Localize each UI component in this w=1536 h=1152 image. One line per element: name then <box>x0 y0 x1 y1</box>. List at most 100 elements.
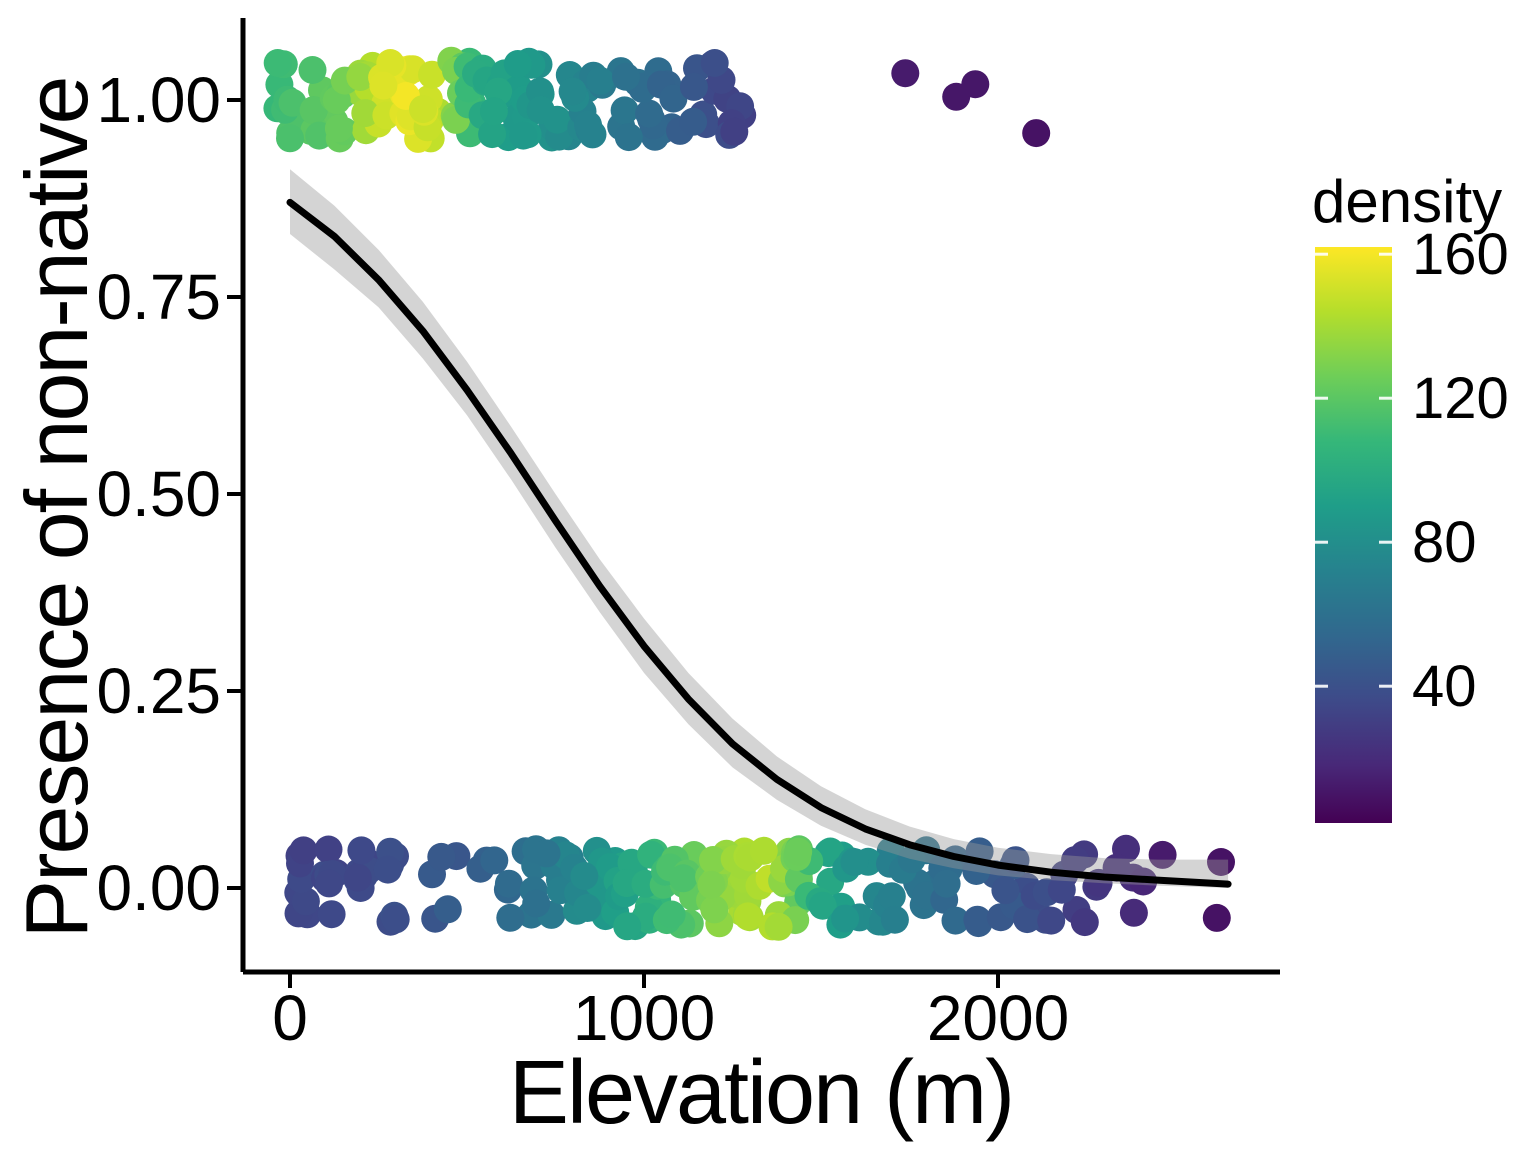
data-point <box>433 895 462 924</box>
data-point <box>263 49 292 77</box>
data-point <box>963 905 992 934</box>
data-point <box>276 124 304 153</box>
data-point <box>343 863 372 892</box>
data-point <box>932 869 961 898</box>
data-point-outlier <box>961 70 990 99</box>
data-point <box>298 56 327 84</box>
data-point <box>376 49 405 77</box>
legend-title: density <box>1312 168 1503 235</box>
data-point <box>278 88 307 117</box>
data-point <box>877 882 906 911</box>
data-point <box>324 114 353 143</box>
data-point <box>570 862 599 890</box>
data-point <box>558 77 587 106</box>
data-point <box>840 848 869 877</box>
data-point <box>409 95 437 124</box>
data-point <box>697 870 726 899</box>
y-tick-label: 0.25 <box>96 655 221 727</box>
data-point <box>351 99 380 128</box>
data-point <box>784 837 813 866</box>
legend-tick-label: 160 <box>1412 222 1509 287</box>
data-point <box>574 110 602 139</box>
data-point <box>381 905 410 934</box>
data-point <box>733 902 762 931</box>
data-point <box>1047 875 1076 904</box>
data-point <box>1119 898 1148 927</box>
data-point <box>373 855 402 884</box>
data-point-outlier <box>1148 840 1177 869</box>
confidence-ribbon <box>290 169 1229 889</box>
data-point <box>1037 906 1066 935</box>
y-tick-label: 0.00 <box>96 852 221 924</box>
data-point <box>700 895 729 924</box>
data-point <box>991 876 1020 905</box>
data-point <box>586 66 615 95</box>
data-point <box>679 107 708 136</box>
data-point <box>614 123 643 152</box>
x-tick-label: 0 <box>272 982 308 1054</box>
data-point <box>657 900 686 929</box>
data-point <box>897 845 926 874</box>
data-point <box>573 894 602 922</box>
data-point-outlier <box>1022 119 1051 148</box>
data-point <box>289 836 318 865</box>
data-point <box>496 903 525 932</box>
data-point <box>749 836 778 865</box>
legend-gradient-bar <box>1315 247 1392 823</box>
data-point <box>346 63 375 91</box>
legend-tick-label: 80 <box>1412 510 1477 575</box>
data-point <box>1070 908 1099 937</box>
data-point <box>764 912 793 941</box>
data-point <box>808 891 837 920</box>
data-point <box>720 117 749 146</box>
data-point <box>347 836 376 865</box>
data-point <box>509 121 538 150</box>
data-point <box>613 912 642 941</box>
axes-layer: 0 1000 2000 1.00 0.75 0.50 0.25 0.00 <box>96 18 1280 1054</box>
data-point <box>314 835 343 864</box>
y-tick-label: 1.00 <box>96 64 221 136</box>
data-point-outlier <box>1207 848 1235 876</box>
data-point <box>635 99 664 128</box>
data-point <box>941 906 970 935</box>
data-point <box>831 904 860 933</box>
data-point <box>669 864 698 893</box>
data-point <box>1061 846 1090 875</box>
x-tick-label: 1000 <box>573 982 715 1054</box>
data-point <box>291 887 320 916</box>
data-point <box>612 62 640 91</box>
data-point <box>478 120 507 149</box>
y-tick-label: 0.50 <box>96 458 221 530</box>
data-point <box>880 905 909 934</box>
y-axis-title: Presence of non-native <box>7 77 106 939</box>
x-axis-title: Elevation (m) <box>508 1043 1015 1143</box>
data-point <box>479 97 508 126</box>
data-point <box>427 842 456 871</box>
data-point <box>369 71 398 100</box>
data-point <box>543 105 572 134</box>
legend-tick-label: 120 <box>1412 366 1509 431</box>
data-point <box>699 846 727 874</box>
data-point <box>315 869 344 898</box>
data-point <box>503 50 532 78</box>
jitter-points-layer <box>263 46 1235 941</box>
legend-tick-label: 40 <box>1412 654 1477 719</box>
legend-colorbar: 160 120 80 40 <box>1315 222 1509 823</box>
data-point <box>418 60 446 89</box>
data-point <box>679 72 708 101</box>
data-point <box>317 900 346 929</box>
data-point <box>610 96 639 125</box>
data-point <box>1013 905 1042 934</box>
x-tick-label: 2000 <box>927 982 1069 1054</box>
data-point <box>532 839 561 868</box>
y-tick-label: 0.75 <box>96 261 221 333</box>
data-point <box>700 49 729 77</box>
data-point <box>522 889 551 918</box>
data-point <box>480 846 509 875</box>
logistic-fit-curve <box>286 198 1232 888</box>
data-point-outlier <box>891 59 920 88</box>
data-point-outlier <box>1202 903 1231 932</box>
data-point <box>659 84 688 113</box>
